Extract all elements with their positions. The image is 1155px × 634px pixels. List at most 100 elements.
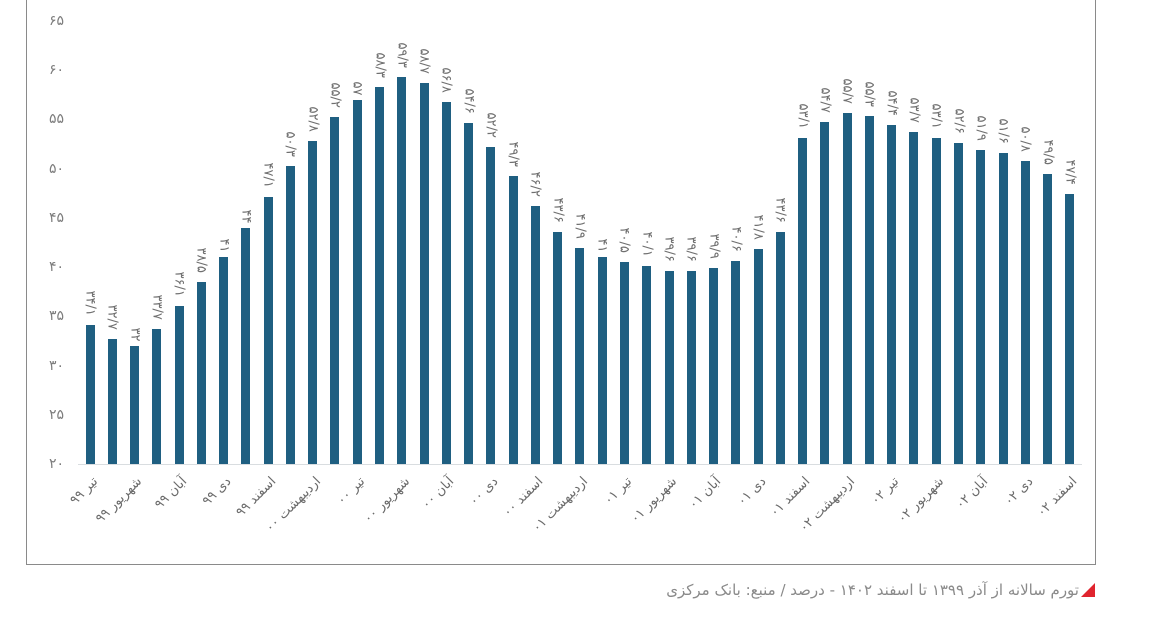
bar [709,268,719,464]
bar [619,262,629,464]
bar [85,325,95,464]
bar-value-label: ۴۰/۶ [728,226,744,253]
bar-value-label: ۵۵/۷ [839,78,855,104]
bar [1020,160,1030,464]
bar-value-label: ۳۹/۹ [706,233,722,259]
bar-value-label: ۳۲ [127,327,143,342]
bar-value-label: ۵۴/۶ [461,88,477,115]
bar-value-label: ۳۹/۶ [661,236,677,262]
bar [753,249,763,464]
bar [308,141,318,464]
y-tick-label: ۴۵ [48,209,64,226]
bar [352,99,362,464]
bar [909,132,919,464]
bar-value-label: ۴۶/۲ [527,171,543,197]
bar-value-label: ۴۳/۶ [772,197,788,223]
chart-frame [26,0,1096,565]
x-tick-label: دی ۰۲ [1001,474,1037,509]
bar [597,257,607,464]
bar [664,271,674,464]
x-tick-label: آبان ۰۱ [686,474,725,513]
bar-value-label: ۵۳/۱ [928,103,944,129]
bar [263,197,273,464]
y-tick-label: ۶۵ [48,13,64,29]
x-tick-label: شهریور ۰۰ [360,474,413,527]
bar-value-label: ۴۱ [216,238,232,253]
bar [508,175,518,464]
bar [842,112,852,464]
bar [954,143,964,464]
bar [464,123,474,464]
bar [174,305,184,464]
bar-value-label: ۳۴/۱ [82,290,98,317]
bar-value-label: ۵۴/۷ [817,87,833,114]
x-tick-label: اسفند ۰۲ [1034,474,1081,521]
x-tick-label: آبان ۹۹ [151,474,190,513]
bar [419,83,429,464]
bar [241,227,251,464]
y-tick-label: ۲۰ [48,456,64,472]
x-tick-label: اسفند ۹۹ [233,474,279,521]
x-tick-label: اسفند ۰۰ [500,474,547,521]
bar [330,117,340,464]
bar [152,329,162,464]
bar-value-label: ۵۲/۸ [305,106,321,132]
bar [798,138,808,464]
bar-value-label: ۵۵/۳ [861,81,877,108]
bar-value-label: ۴۹/۵ [1040,139,1056,165]
bar [375,86,384,464]
bar [1065,194,1075,464]
bar-value-label: ۵۹/۳ [394,42,410,68]
bar-value-label: ۳۶/۱ [171,271,187,297]
bar-value-label: ۴۰/۵ [616,227,632,254]
bar-value-label: ۵۲/۶ [951,108,967,134]
bar-value-label: ۵۸/۳ [372,52,387,78]
x-tick-label: دی ۹۹ [199,474,235,509]
bar [976,149,986,464]
bar-value-label: ۵۴/۴ [884,90,900,117]
bar [575,248,585,464]
bar-value-label: ۴۹/۳ [505,141,521,167]
bar [887,125,897,464]
x-tick-label: آبان ۰۲ [953,474,992,513]
bar-value-label: ۵۳/۷ [906,97,922,124]
bar [130,345,140,464]
bar [196,281,206,464]
bar [530,206,540,464]
y-tick-label: ۵۵ [48,111,64,128]
bar-value-label: ۳۹/۶ [683,236,699,262]
bar-value-label: ۵۰/۸ [1017,126,1033,152]
bar-value-label: ۳۸/۵ [193,247,209,273]
bar-value-label: ۴۳/۶ [550,197,566,223]
bar [553,231,563,464]
x-tick-label: دی ۰۰ [466,474,502,509]
x-tick-label: شهریور ۹۹ [93,474,146,527]
bar-value-label: ۴۴ [238,209,254,224]
bar-value-label: ۴۱ [594,238,610,253]
x-axis-baseline [78,464,1082,465]
x-tick-label: تیر ۰۱ [601,474,636,509]
bar-value-label: ۵۱/۹ [973,115,989,141]
bar-value-label: ۵۲/۲ [483,112,499,138]
bar [642,266,652,464]
bar-value-label: ۴۱/۸ [750,214,766,241]
x-tick-label: شهریور ۰۱ [627,474,680,527]
bar-value-label: ۵۰/۳ [282,131,298,157]
x-tick-label: تیر ۹۹ [66,474,101,509]
y-tick-label: ۳۰ [48,357,64,374]
bar [820,122,830,464]
bar [441,101,451,464]
bar [1043,173,1053,464]
y-tick-label: ۶۰ [48,62,64,79]
x-tick-label: آبان ۰۰ [419,474,458,513]
bar-value-label: ۵۷ [349,81,365,96]
caption-triangle-icon [1081,583,1095,597]
bar [864,116,874,464]
bar [285,165,295,464]
bar-value-label: ۵۶/۸ [438,67,454,93]
bar-value-label: ۳۳/۷ [149,294,165,320]
bar-value-label: ۵۵/۲ [327,82,343,109]
bar-value-label: ۵۸/۷ [416,48,432,74]
bar [998,152,1008,464]
